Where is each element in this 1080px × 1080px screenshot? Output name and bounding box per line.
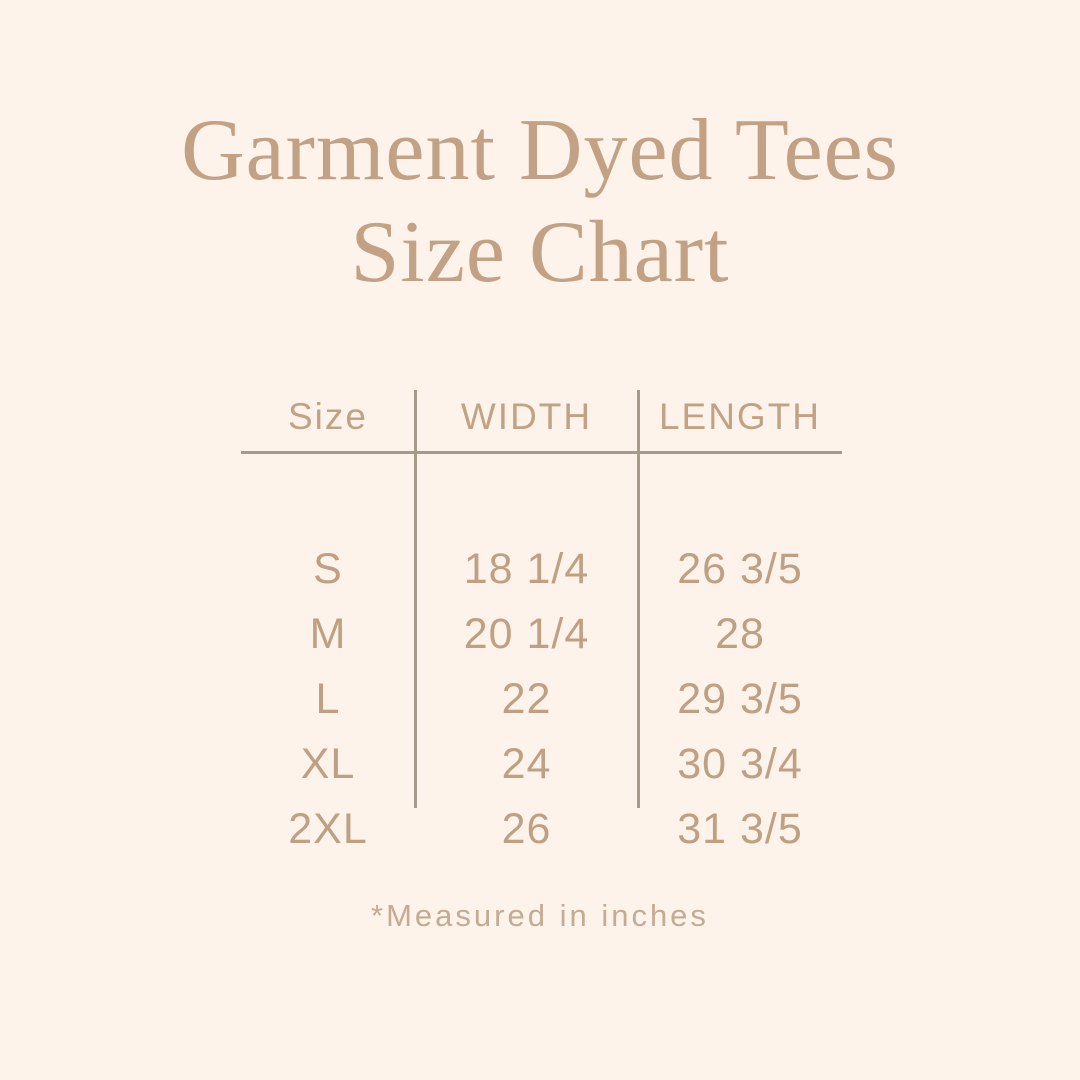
- size-label: XL: [300, 740, 356, 788]
- size-table: Size WIDTH LENGTH S 18 1/4 26 3/5 M 20 1…: [241, 383, 842, 853]
- width-value: 26: [501, 805, 552, 853]
- length-value: 28: [715, 610, 765, 658]
- width-value: 20 1/4: [463, 610, 590, 658]
- size-label: 2XL: [288, 805, 368, 853]
- length-value: 26 3/5: [677, 545, 803, 593]
- measurement-footnote: *Measured in inches: [371, 898, 709, 933]
- column-header-length: LENGTH: [658, 396, 822, 437]
- length-value: 30 3/4: [677, 740, 803, 788]
- table-header-row: Size WIDTH LENGTH: [241, 383, 842, 451]
- size-label: S: [313, 545, 343, 593]
- column-divider-line-2: [637, 390, 640, 808]
- column-header-size: Size: [288, 396, 368, 437]
- length-value: 31 3/5: [677, 805, 803, 853]
- width-value: 22: [501, 675, 552, 723]
- column-header-width: WIDTH: [460, 396, 593, 437]
- table-body: S 18 1/4 26 3/5 M 20 1/4 28 L 22 29 3/5 …: [241, 522, 842, 862]
- width-value: 24: [501, 740, 552, 788]
- header-divider-line: [241, 451, 842, 454]
- size-label: L: [315, 675, 341, 723]
- title-line-1: Garment Dyed Tees: [181, 102, 899, 199]
- column-divider-line-1: [414, 390, 417, 808]
- length-value: 29 3/5: [677, 675, 803, 723]
- title-line-2: Size Chart: [350, 204, 730, 301]
- width-value: 18 1/4: [463, 545, 590, 593]
- page-title: Garment Dyed Tees Size Chart: [0, 100, 1080, 304]
- size-label: M: [309, 610, 347, 658]
